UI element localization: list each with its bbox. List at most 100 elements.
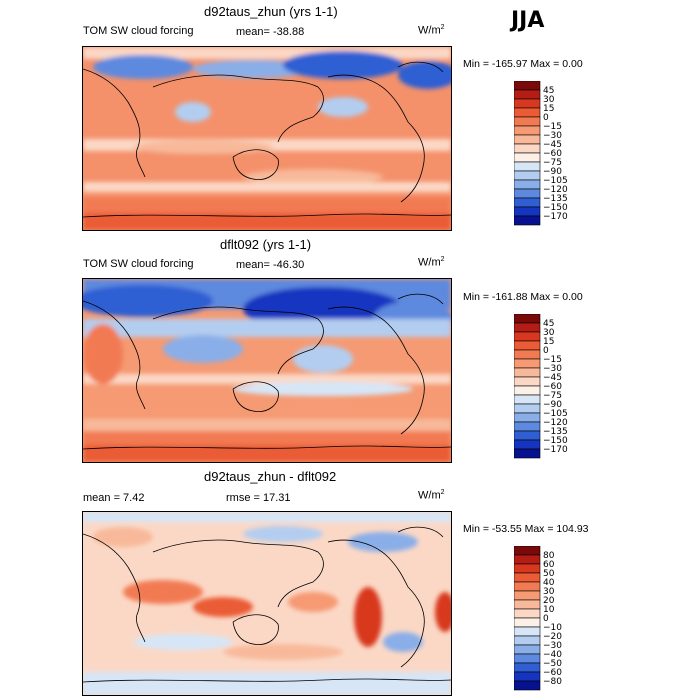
colorbar-tick-label: −105 bbox=[543, 176, 568, 186]
colorbar-swatch bbox=[513, 394, 541, 405]
field-shapes bbox=[83, 512, 451, 695]
panel-3-colorbar: 80 60 50 40 30 20 10 0 −10 −20 −30 −40 −50 −60 −80 bbox=[513, 545, 584, 696]
colorbar-tick-label: −30 bbox=[543, 131, 562, 141]
colorbar-swatch bbox=[513, 331, 541, 342]
colorbar-swatch bbox=[513, 545, 541, 556]
colorbar-swatch bbox=[513, 116, 541, 127]
colorbar-swatch bbox=[513, 448, 541, 459]
colorbar-swatch bbox=[513, 554, 541, 565]
colorbar-tick-label: −30 bbox=[543, 364, 562, 374]
colorbar-swatch bbox=[513, 599, 541, 610]
panel-1-field bbox=[83, 47, 451, 230]
units-exponent: 2 bbox=[440, 256, 445, 263]
colorbar-swatch bbox=[513, 653, 541, 664]
colorbar-tick-label: −170 bbox=[543, 445, 568, 455]
panel-1-minmax: Min = -165.97 Max = 0.00 bbox=[463, 58, 583, 70]
panel-3-units: W/m2 bbox=[418, 489, 445, 502]
panel-2-title: dflt092 (yrs 1-1) bbox=[220, 237, 312, 252]
coastlines bbox=[83, 61, 451, 218]
colorbar-tick-label: −60 bbox=[543, 382, 562, 392]
colorbar-swatch bbox=[513, 170, 541, 181]
colorbar-tick-label: 0 bbox=[543, 614, 549, 624]
panel-1-units: W/m2 bbox=[418, 24, 445, 37]
colorbar-tick-label: −45 bbox=[543, 373, 562, 383]
colorbar-tick-label: −10 bbox=[543, 623, 562, 633]
colorbar-tick-label: −105 bbox=[543, 409, 568, 419]
colorbar-swatch bbox=[513, 358, 541, 369]
panel-1-map bbox=[82, 46, 452, 231]
colorbar-swatch bbox=[513, 439, 541, 450]
panel-2-minmax: Min = -161.88 Max = 0.00 bbox=[463, 291, 583, 303]
colorbar-tick-label: 0 bbox=[543, 346, 549, 356]
colorbar-swatch bbox=[513, 80, 541, 91]
colorbar-tick-label: −170 bbox=[543, 212, 568, 222]
panel-2-units: W/m2 bbox=[418, 256, 445, 269]
panel-3-map bbox=[82, 511, 452, 696]
colorbar-tick-label: −60 bbox=[543, 149, 562, 159]
panel-1-colorbar: 45 30 15 0 −15 −30 −45 −60 −75 −90 −105 −120 −135 −15… bbox=[513, 80, 584, 231]
colorbar-tick-label: −50 bbox=[543, 659, 562, 669]
colorbar-swatch bbox=[513, 662, 541, 673]
colorbar-swatch bbox=[513, 125, 541, 136]
colorbar-swatch bbox=[513, 197, 541, 208]
panel-3-field bbox=[83, 512, 451, 695]
colorbar-tick-label: −30 bbox=[543, 641, 562, 651]
colorbar-swatch bbox=[513, 635, 541, 646]
panel-3-minmax: Min = -53.55 Max = 104.93 bbox=[463, 523, 589, 535]
colorbar-swatch bbox=[513, 179, 541, 190]
colorbar-swatch bbox=[513, 403, 541, 414]
colorbar-swatch bbox=[513, 367, 541, 378]
colorbar-tick-label: 30 bbox=[543, 328, 555, 338]
colorbar-tick-label: 15 bbox=[543, 337, 554, 347]
colorbar-tick-label: 80 bbox=[543, 551, 555, 561]
colorbar-tick-label: −135 bbox=[543, 194, 568, 204]
colorbar-tick-label: 20 bbox=[543, 596, 555, 606]
colorbar-swatch bbox=[513, 626, 541, 637]
colorbar-swatch bbox=[513, 161, 541, 172]
colorbar-swatch bbox=[513, 206, 541, 217]
panel-2-colorbar: 45 30 15 0 −15 −30 −45 −60 −75 −90 −105 −120 −135 −15… bbox=[513, 313, 584, 464]
colorbar-swatch bbox=[513, 608, 541, 619]
field-shapes bbox=[83, 47, 451, 230]
coastlines bbox=[83, 526, 451, 683]
colorbar-tick-label: −150 bbox=[543, 203, 568, 213]
colorbar-swatch bbox=[513, 617, 541, 628]
colorbar-tick-label: −75 bbox=[543, 158, 562, 168]
units-exponent: 2 bbox=[440, 489, 445, 496]
colorbar-swatch bbox=[513, 572, 541, 583]
colorbar-swatch bbox=[513, 98, 541, 109]
colorbar-tick-label: −75 bbox=[543, 391, 562, 401]
colorbar-swatch bbox=[513, 107, 541, 118]
colorbar-tick-label: 60 bbox=[543, 560, 555, 570]
colorbar-tick-label: −40 bbox=[543, 650, 562, 660]
colorbar-swatch bbox=[513, 188, 541, 199]
panel-2-field bbox=[83, 279, 451, 462]
colorbar-tick-label: −15 bbox=[543, 122, 562, 132]
panel-2-variable: TOM SW cloud forcing bbox=[83, 258, 194, 270]
colorbar-swatch bbox=[513, 644, 541, 655]
colorbar-tick-label: 0 bbox=[543, 113, 549, 123]
colorbar-tick-label: −15 bbox=[543, 355, 562, 365]
colorbar-swatch bbox=[513, 340, 541, 351]
colorbar-tick-label: −80 bbox=[543, 677, 562, 687]
colorbar-swatch bbox=[513, 143, 541, 154]
colorbar-tick-label: 30 bbox=[543, 95, 555, 105]
colorbar-swatch bbox=[513, 215, 541, 226]
panel-1-variable: TOM SW cloud forcing bbox=[83, 25, 194, 37]
colorbar-tick-label: −135 bbox=[543, 427, 568, 437]
units-exponent: 2 bbox=[440, 24, 445, 31]
colorbar-tick-label: 15 bbox=[543, 104, 554, 114]
colorbar-tick-label: −120 bbox=[543, 185, 568, 195]
colorbar-swatch bbox=[513, 152, 541, 163]
colorbar-tick-label: 40 bbox=[543, 578, 555, 588]
units-text: W/m bbox=[418, 24, 441, 37]
colorbar-tick-label: −45 bbox=[543, 140, 562, 150]
colorbar-swatch bbox=[513, 680, 541, 691]
colorbar-swatch bbox=[513, 563, 541, 574]
colorbar-swatch bbox=[513, 322, 541, 333]
panel-1-title: d92taus_zhun (yrs 1-1) bbox=[204, 4, 338, 19]
colorbar-tick-label: 50 bbox=[543, 569, 555, 579]
panel-3-rmse: rmse = 17.31 bbox=[226, 492, 291, 504]
colorbar-swatch bbox=[513, 134, 541, 145]
